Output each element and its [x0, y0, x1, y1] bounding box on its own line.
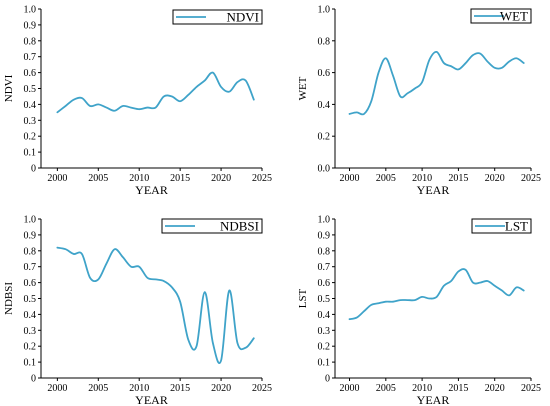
lst-x-tick-label: 2025 [521, 383, 541, 394]
ndbsi-legend-label: NDBSI [220, 219, 259, 234]
lst-y-tick-label: 0.1 [318, 358, 331, 369]
wet-y-tick-label: 0.8 [318, 36, 331, 47]
ndbsi-legend: NDBSI [161, 218, 263, 234]
ndbsi-x-tick-label: 2025 [252, 383, 272, 394]
lst-y-tick-label: 0.9 [318, 230, 331, 241]
ndvi-y-tick-label: 0 [31, 164, 36, 175]
wet-x-tick-label: 2010 [412, 173, 432, 184]
ndbsi-x-tick-label: 2020 [211, 383, 231, 394]
wet-legend: WET [470, 8, 532, 24]
wet-legend-label: WET [500, 9, 528, 24]
ndbsi-y-tick-label: 0.4 [24, 310, 37, 321]
ndvi-x-axis-label: YEAR [135, 183, 168, 197]
ndvi-y-tick-label: 0.6 [24, 68, 37, 79]
ndvi-legend: NDVI [172, 9, 263, 25]
lst-y-tick-label: 0 [325, 374, 330, 385]
wet-y-tick-label: 0.6 [318, 68, 331, 79]
ndbsi-legend-box [161, 218, 263, 234]
lst-y-tick-label: 0.2 [318, 342, 331, 353]
ndvi-y-tick-label: 0.7 [24, 52, 37, 63]
ndbsi-y-tick-label: 0.8 [24, 246, 37, 257]
ndvi-series-line [56, 71, 255, 114]
wet-x-tick-label: 2015 [448, 173, 468, 184]
chart-wet: 0.0 0.2 0.4 0.6 0.8 1.0 2000 2005 2010 2015 2020 20… [297, 5, 541, 198]
ndbsi-y-axis-label: NDBSI [3, 282, 15, 315]
lst-y-tick-label: 0.5 [318, 294, 331, 305]
lst-y-tick-label: 1.0 [318, 215, 331, 226]
lst-y-axis-label: LST [297, 288, 309, 308]
ndvi-y-tick-label: 0.3 [24, 116, 37, 127]
wet-x-tick-label: 2005 [376, 173, 396, 184]
lst-x-tick-label: 2000 [340, 383, 360, 394]
lst-y-tick-label: 0.3 [318, 326, 331, 337]
wet-y-tick-label: 0.2 [318, 132, 331, 143]
chart-panel-ndvi: 0 0.1 0.2 0.3 0.4 0.5 0.6 0.7 0.8 0.9 1.0 2000 2005 2… [0, 0, 275, 203]
ndbsi-x-axis-label: YEAR [135, 393, 168, 406]
wet-y-tick-label: 1.0 [318, 5, 331, 16]
chart-lst: 0 0.1 0.2 0.3 0.4 0.5 0.6 0.7 0.8 0.9 1.0 2000 2005 2… [297, 215, 541, 406]
wet-y-axis-label: WET [297, 76, 309, 100]
chart-ndvi: 0 0.1 0.2 0.3 0.4 0.5 0.6 0.7 0.8 0.9 1.0 2000 2005 2… [3, 5, 272, 198]
ndvi-y-tick-label: 1.0 [24, 5, 37, 16]
lst-x-tick-label: 2010 [412, 383, 432, 394]
lst-x-axis-label: YEAR [417, 393, 450, 406]
ndbsi-y-tick-label: 0.3 [24, 326, 37, 337]
wet-series-line [348, 51, 525, 116]
lst-legend-label: LST [505, 219, 528, 234]
lst-y-tick-label: 0.8 [318, 246, 331, 257]
ndvi-y-tick-label: 0.9 [24, 20, 37, 31]
chart-ndbsi: 0 0.1 0.2 0.3 0.4 0.5 0.6 0.7 0.8 0.9 1.0 2000 2005 2… [3, 215, 272, 406]
chart-panel-ndbsi: 0 0.1 0.2 0.3 0.4 0.5 0.6 0.7 0.8 0.9 1.0 2000 2005 2… [0, 203, 275, 406]
lst-y-tick-label: 0.6 [318, 278, 331, 289]
wet-x-axis-label: YEAR [417, 183, 450, 197]
ndvi-y-tick-label: 0.4 [24, 100, 37, 111]
ndvi-x-tick-label: 2015 [170, 173, 190, 184]
ndbsi-y-tick-label: 0 [31, 374, 36, 385]
ndvi-y-tick-label: 0.1 [24, 148, 37, 159]
ndvi-x-tick-label: 2005 [88, 173, 108, 184]
ndvi-y-tick-label: 0.8 [24, 36, 37, 47]
lst-x-tick-label: 2015 [448, 383, 468, 394]
ndvi-x-tick-label: 2020 [211, 173, 231, 184]
ndbsi-y-tick-label: 0.5 [24, 294, 37, 305]
lst-y-tick-label: 0.7 [318, 262, 331, 273]
ndbsi-y-tick-label: 0.6 [24, 278, 37, 289]
ndvi-x-tick-label: 2010 [129, 173, 149, 184]
wet-y-tick-label: 0.4 [318, 100, 331, 111]
chart-panel-lst: 0 0.1 0.2 0.3 0.4 0.5 0.6 0.7 0.8 0.9 1.0 2000 2005 2… [275, 203, 550, 406]
ndbsi-x-tick-label: 2010 [129, 383, 149, 394]
lst-x-tick-label: 2020 [485, 383, 505, 394]
ndvi-y-tick-label: 0.2 [24, 132, 37, 143]
lst-legend: LST [471, 218, 532, 234]
lst-series-line [348, 268, 525, 321]
ndbsi-y-tick-label: 0.2 [24, 342, 37, 353]
ndbsi-y-tick-label: 0.1 [24, 358, 37, 369]
ndvi-y-tick-label: 0.5 [24, 84, 37, 95]
wet-x-tick-label: 2025 [521, 173, 541, 184]
lst-y-tick-label: 0.4 [318, 310, 331, 321]
ndbsi-y-tick-label: 1.0 [24, 215, 37, 226]
ndbsi-series-line [56, 246, 255, 364]
wet-x-tick-label: 2020 [485, 173, 505, 184]
ndbsi-x-tick-label: 2005 [88, 383, 108, 394]
lst-x-tick-label: 2005 [376, 383, 396, 394]
ndvi-y-axis-label: NDVI [3, 74, 15, 102]
ndbsi-x-tick-label: 2000 [47, 383, 67, 394]
wet-y-tick-label: 0.0 [318, 164, 331, 175]
chart-panel-wet: 0.0 0.2 0.4 0.6 0.8 1.0 2000 2005 2010 2015 2020 20… [275, 0, 550, 203]
ndbsi-y-tick-label: 0.9 [24, 230, 37, 241]
ndvi-x-tick-label: 2025 [252, 173, 272, 184]
ndbsi-y-tick-label: 0.7 [24, 262, 37, 273]
ndvi-x-tick-label: 2000 [47, 173, 67, 184]
ndbsi-x-tick-label: 2015 [170, 383, 190, 394]
wet-x-tick-label: 2000 [340, 173, 360, 184]
ndvi-legend-label: NDVI [227, 10, 260, 25]
ndvi-legend-box [172, 9, 263, 25]
